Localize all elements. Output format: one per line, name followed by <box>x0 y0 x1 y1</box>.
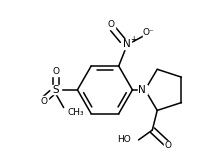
Bar <box>51 85 60 94</box>
Bar <box>122 40 130 49</box>
Bar <box>142 28 153 37</box>
Text: CH₃: CH₃ <box>67 108 84 117</box>
Bar <box>106 20 115 29</box>
Text: O: O <box>164 141 171 150</box>
Bar <box>39 96 48 105</box>
Text: O: O <box>52 67 59 76</box>
Text: S: S <box>52 85 59 95</box>
Bar <box>163 141 172 150</box>
Text: HO: HO <box>116 135 130 144</box>
Bar <box>51 67 60 76</box>
Text: N: N <box>138 85 145 95</box>
Text: N: N <box>122 39 130 49</box>
Text: O: O <box>107 20 114 29</box>
Text: +: + <box>130 35 136 44</box>
Text: O⁻: O⁻ <box>142 28 153 37</box>
Bar <box>137 85 146 94</box>
Text: O: O <box>40 97 47 106</box>
